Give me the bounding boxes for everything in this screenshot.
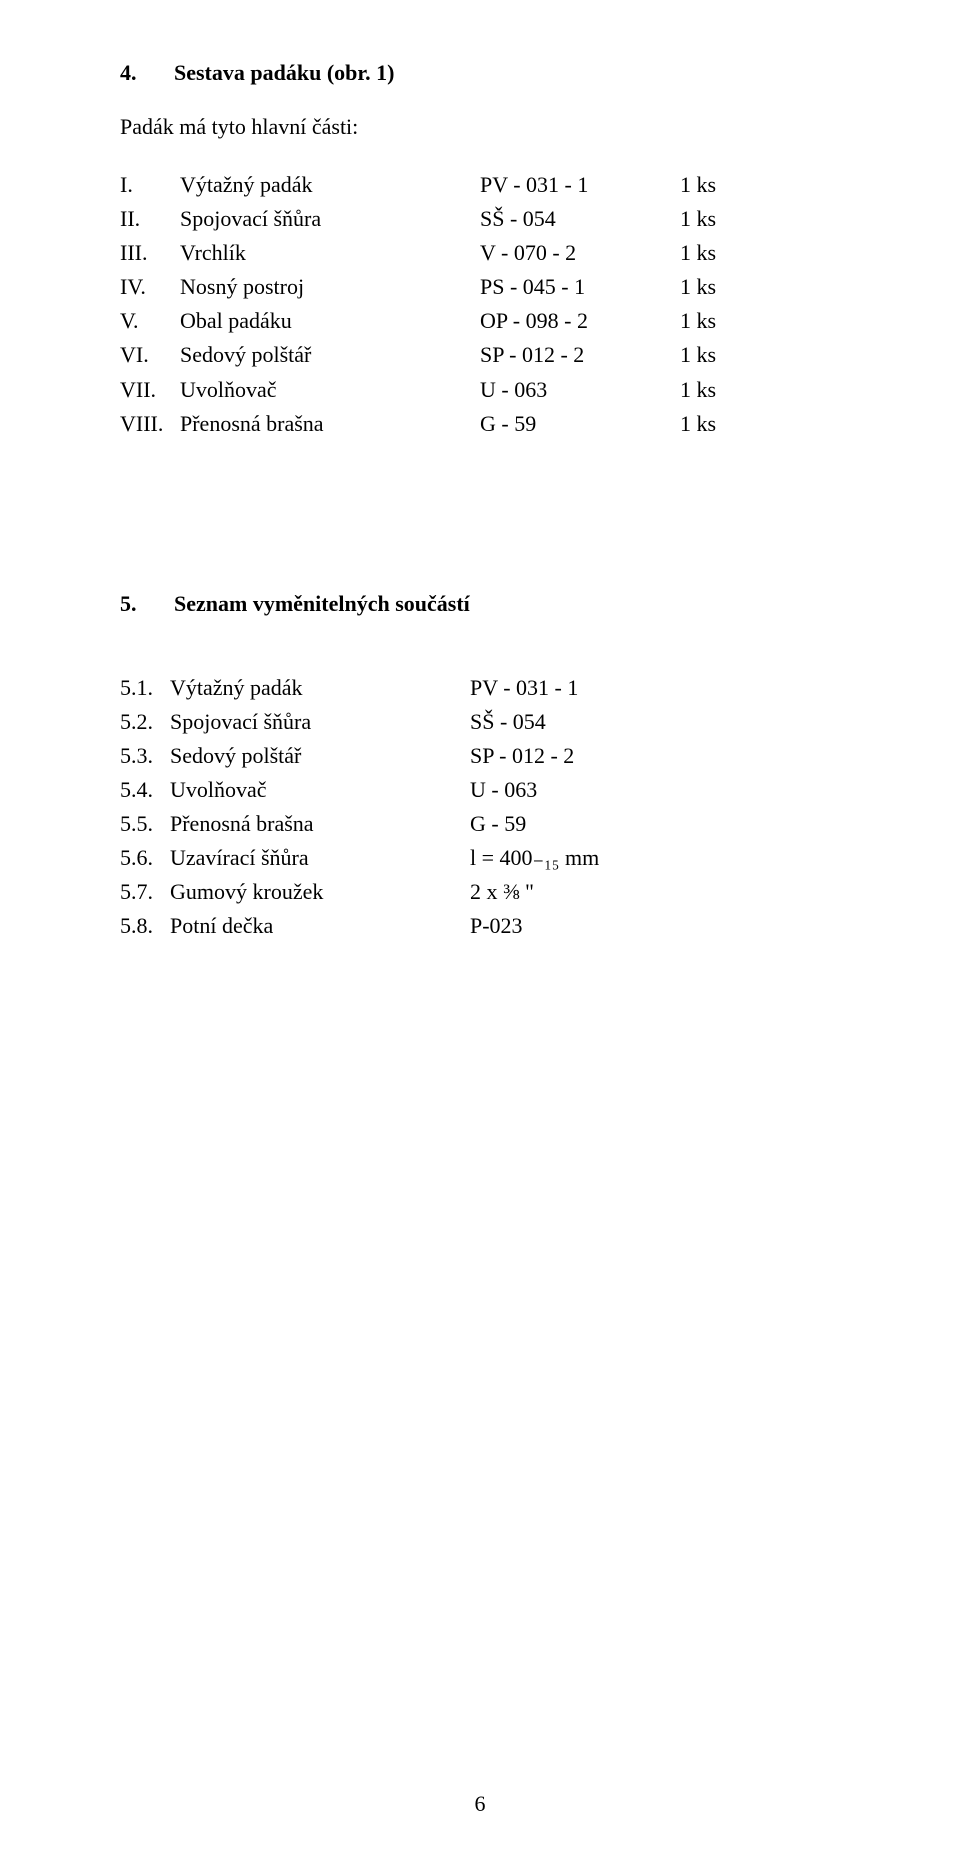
- section4-intro: Padák má tyto hlavní části:: [120, 114, 840, 140]
- section5-table: 5.1. Výtažný padák PV - 031 - 1 5.2. Spo…: [120, 671, 840, 944]
- row-qty: 1 ks: [680, 338, 740, 372]
- row-qty: 1 ks: [680, 236, 740, 270]
- table-row: VIII. Přenosná brašna G - 59 1 ks: [120, 407, 840, 441]
- row-code: SŠ - 054: [470, 705, 730, 739]
- table-row: 5.5. Přenosná brašna G - 59: [120, 807, 840, 841]
- table-row: 5.4. Uvolňovač U - 063: [120, 773, 840, 807]
- section5-heading: 5. Seznam vyměnitelných součástí: [120, 591, 840, 617]
- row-name: Uzavírací šňůra: [170, 841, 470, 875]
- row-roman: V.: [120, 304, 180, 338]
- row-number: 5.3.: [120, 739, 170, 773]
- row-name: Spojovací šňůra: [170, 705, 470, 739]
- row-roman: IV.: [120, 270, 180, 304]
- row-code: SP - 012 - 2: [480, 338, 680, 372]
- row-code: PV - 031 - 1: [470, 671, 730, 705]
- row-code: U - 063: [480, 373, 680, 407]
- row-name: Sedový polštář: [170, 739, 470, 773]
- row-name: Uvolňovač: [170, 773, 470, 807]
- row-code: OP - 098 - 2: [480, 304, 680, 338]
- spacer: [120, 645, 840, 671]
- row-number: 5.6.: [120, 841, 170, 875]
- row-number: 5.8.: [120, 909, 170, 943]
- row-qty: 1 ks: [680, 168, 740, 202]
- table-row: 5.8. Potní dečka P-023: [120, 909, 840, 943]
- table-row: V. Obal padáku OP - 098 - 2 1 ks: [120, 304, 840, 338]
- row-name: Uvolňovač: [180, 373, 480, 407]
- row-code: l = 400₋₁₅ mm: [470, 841, 730, 875]
- row-number: 5.1.: [120, 671, 170, 705]
- row-name: Vrchlík: [180, 236, 480, 270]
- row-roman: II.: [120, 202, 180, 236]
- table-row: 5.1. Výtažný padák PV - 031 - 1: [120, 671, 840, 705]
- table-row: I. Výtažný padák PV - 031 - 1 1 ks: [120, 168, 840, 202]
- row-roman: III.: [120, 236, 180, 270]
- row-qty: 1 ks: [680, 270, 740, 304]
- row-number: 5.4.: [120, 773, 170, 807]
- row-qty: 1 ks: [680, 373, 740, 407]
- row-code: U - 063: [470, 773, 730, 807]
- row-roman: I.: [120, 168, 180, 202]
- page: 4. Sestava padáku (obr. 1) Padák má tyto…: [0, 0, 960, 1857]
- table-row: 5.7. Gumový kroužek 2 x ⅜ ": [120, 875, 840, 909]
- row-name: Výtažný padák: [180, 168, 480, 202]
- row-code: SŠ - 054: [480, 202, 680, 236]
- section5-number: 5.: [120, 591, 174, 617]
- page-number: 6: [0, 1791, 960, 1817]
- row-name: Obal padáku: [180, 304, 480, 338]
- row-name: Výtažný padák: [170, 671, 470, 705]
- row-code: G - 59: [470, 807, 730, 841]
- section4-title: Sestava padáku (obr. 1): [174, 60, 394, 86]
- row-roman: VI.: [120, 338, 180, 372]
- row-code: PS - 045 - 1: [480, 270, 680, 304]
- row-roman: VII.: [120, 373, 180, 407]
- row-code: P-023: [470, 909, 730, 943]
- row-code: 2 x ⅜ ": [470, 875, 730, 909]
- row-code: G - 59: [480, 407, 680, 441]
- row-qty: 1 ks: [680, 407, 740, 441]
- table-row: III. Vrchlík V - 070 - 2 1 ks: [120, 236, 840, 270]
- row-code: V - 070 - 2: [480, 236, 680, 270]
- row-name: Přenosná brašna: [180, 407, 480, 441]
- row-code: SP - 012 - 2: [470, 739, 730, 773]
- row-roman: VIII.: [120, 407, 180, 441]
- table-row: VII. Uvolňovač U - 063 1 ks: [120, 373, 840, 407]
- table-row: II. Spojovací šňůra SŠ - 054 1 ks: [120, 202, 840, 236]
- section4-number: 4.: [120, 60, 174, 86]
- section4-table: I. Výtažný padák PV - 031 - 1 1 ks II. S…: [120, 168, 840, 441]
- table-row: 5.2. Spojovací šňůra SŠ - 054: [120, 705, 840, 739]
- table-row: 5.3. Sedový polštář SP - 012 - 2: [120, 739, 840, 773]
- row-qty: 1 ks: [680, 304, 740, 338]
- section5-title: Seznam vyměnitelných součástí: [174, 591, 470, 617]
- row-number: 5.7.: [120, 875, 170, 909]
- row-code: PV - 031 - 1: [480, 168, 680, 202]
- table-row: IV. Nosný postroj PS - 045 - 1 1 ks: [120, 270, 840, 304]
- table-row: 5.6. Uzavírací šňůra l = 400₋₁₅ mm: [120, 841, 840, 875]
- row-name: Potní dečka: [170, 909, 470, 943]
- row-name: Gumový kroužek: [170, 875, 470, 909]
- row-name: Nosný postroj: [180, 270, 480, 304]
- row-name: Spojovací šňůra: [180, 202, 480, 236]
- spacer: [120, 441, 840, 591]
- row-name: Přenosná brašna: [170, 807, 470, 841]
- row-number: 5.2.: [120, 705, 170, 739]
- section4-heading: 4. Sestava padáku (obr. 1): [120, 60, 840, 86]
- table-row: VI. Sedový polštář SP - 012 - 2 1 ks: [120, 338, 840, 372]
- row-qty: 1 ks: [680, 202, 740, 236]
- row-number: 5.5.: [120, 807, 170, 841]
- row-name: Sedový polštář: [180, 338, 480, 372]
